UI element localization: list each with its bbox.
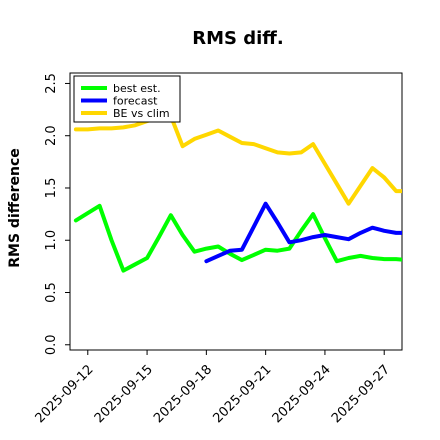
y-tick-label: 1.5 [44, 178, 59, 199]
y-tick-label: 1.0 [44, 230, 59, 251]
y-tick-label: 2.5 [44, 73, 59, 94]
y-axis: 0.0 0.5 1.0 1.5 2.0 2.5 [44, 73, 70, 355]
x-tick-label: 2025-09-24 [270, 362, 334, 426]
y-tick-label: 2.0 [44, 125, 59, 146]
y-tick-label: 0.5 [44, 282, 59, 303]
x-tick-label: 2025-09-21 [210, 362, 274, 426]
x-tick-label: 2025-09-27 [329, 362, 393, 426]
series-line-forecast [204, 201, 402, 264]
x-tick-label: 2025-09-18 [151, 362, 215, 426]
x-axis: 2025-09-122025-09-152025-09-182025-09-21… [33, 350, 393, 426]
legend-label: BE vs clim [113, 107, 170, 120]
y-tick-label: 0.0 [44, 334, 59, 355]
x-tick-label: 2025-09-15 [92, 362, 156, 426]
legend-label: best est. [113, 82, 161, 95]
y-axis-label: RMS difference [7, 148, 23, 268]
plot-area [69, 72, 403, 351]
x-tick-label: 2025-09-12 [33, 362, 97, 426]
chart-title: RMS diff. [192, 28, 283, 49]
series-line-be-vs-clim [73, 113, 402, 206]
series-layer [73, 113, 402, 273]
legend-label: forecast [113, 95, 158, 108]
series-line-best-est- [73, 203, 402, 273]
